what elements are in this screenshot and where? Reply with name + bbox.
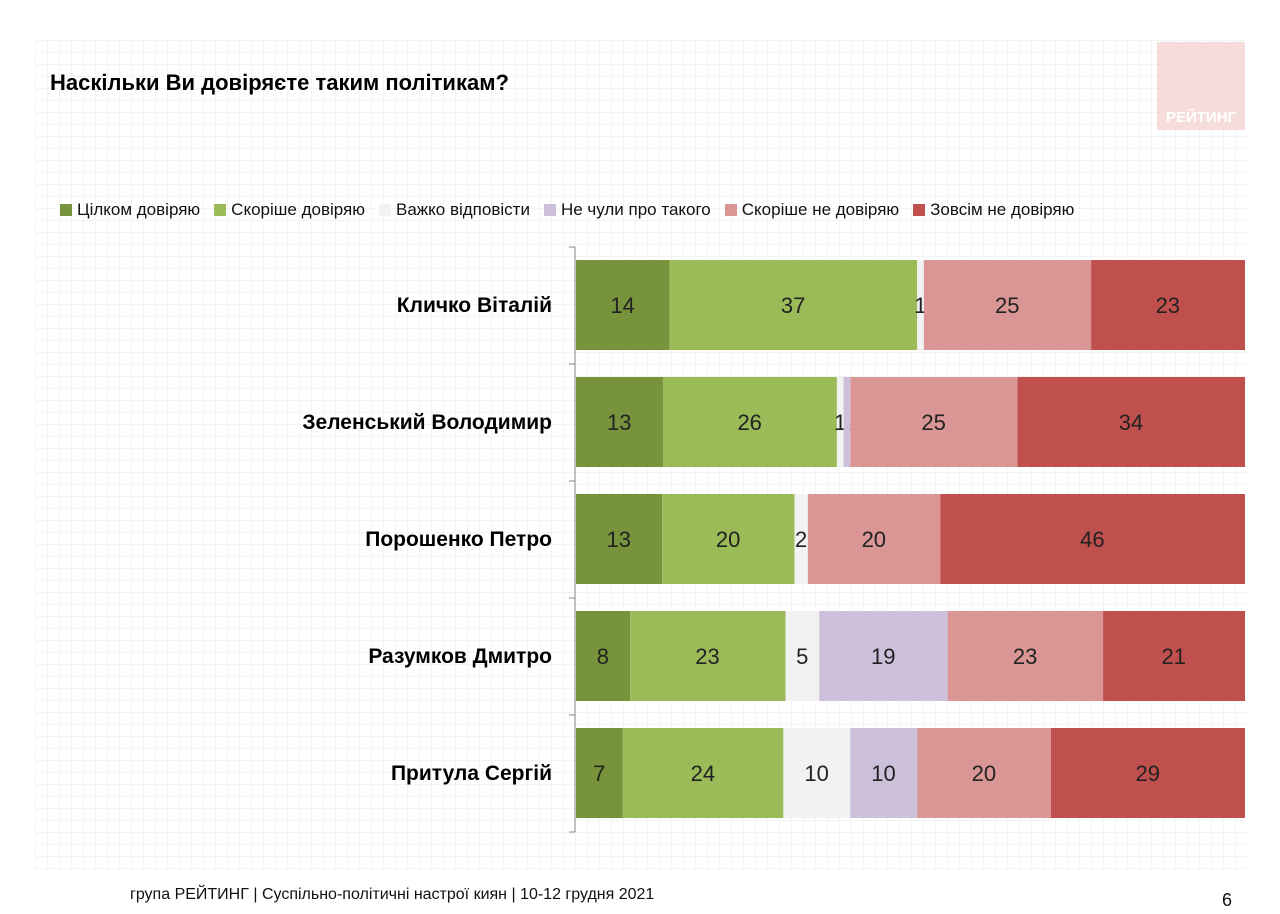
- legend-swatch: [913, 204, 926, 216]
- category-label: Порошенко Петро: [365, 528, 552, 551]
- data-label: 20: [972, 761, 996, 786]
- bar-segment: [783, 728, 851, 818]
- category-label: Разумков Дмитро: [368, 645, 552, 668]
- data-label: 19: [871, 644, 895, 669]
- category-label: Кличко Віталій: [397, 294, 552, 317]
- bar-segment: [630, 611, 786, 701]
- data-label: 24: [691, 761, 715, 786]
- logo-text: РЕЙТИНГ: [1165, 109, 1237, 126]
- bar-segment: [576, 494, 663, 584]
- data-label: 23: [695, 644, 719, 669]
- legend-item: Скоріше довіряю: [214, 200, 365, 220]
- data-label: 10: [871, 761, 895, 786]
- data-label: 1: [834, 410, 846, 435]
- legend-item: Важко відповісти: [378, 200, 530, 220]
- bar-segment: [850, 728, 918, 818]
- footer: група РЕЙТИНГ | Суспільно-політичні наст…: [130, 886, 655, 903]
- bar-segment: [1017, 377, 1245, 467]
- legend-swatch: [543, 204, 556, 216]
- chart-title: Наскільки Ви довіряєте таким політикам?: [50, 70, 509, 95]
- bar-segment: [843, 377, 851, 467]
- bar-segment: [794, 494, 808, 584]
- bar-segment: [576, 377, 663, 467]
- bar-segment: [947, 611, 1104, 701]
- data-label: 21: [1162, 644, 1186, 669]
- legend-swatch: [60, 204, 72, 216]
- data-label: 25: [921, 410, 945, 435]
- rating-logo: РЕЙТИНГ: [1157, 42, 1245, 130]
- data-label: 29: [1135, 761, 1159, 786]
- page-number: 6: [1222, 890, 1233, 910]
- data-label: 14: [610, 293, 634, 318]
- bar-segment: [576, 728, 623, 818]
- category-label: Зеленський Володимир: [302, 411, 552, 434]
- bar-segment: [1091, 260, 1245, 350]
- data-label: 8: [597, 644, 609, 669]
- legend-label: Скоріше не довіряю: [741, 200, 900, 219]
- data-label: 20: [716, 527, 740, 552]
- legend-item: Скоріше не довіряю: [724, 200, 900, 220]
- data-label: 1: [914, 293, 926, 318]
- bar-segment: [850, 377, 1018, 467]
- bar-segment: [662, 494, 795, 584]
- legend-item: Цілком довіряю: [60, 200, 200, 220]
- bar-segment: [1050, 728, 1245, 818]
- legend-swatch: [378, 204, 391, 216]
- bar-segment: [576, 260, 670, 350]
- data-label: 34: [1119, 410, 1143, 435]
- bar-segment: [836, 377, 844, 467]
- category-label: Притула Сергій: [391, 762, 552, 785]
- bar-segment: [819, 611, 948, 701]
- legend-label: Зовсім не довіряю: [930, 200, 1075, 219]
- legend-item: Зовсім не довіряю: [913, 200, 1074, 220]
- bar-segment: [662, 377, 837, 467]
- data-label: 13: [607, 527, 631, 552]
- legend-swatch: [214, 204, 227, 216]
- data-label: 10: [804, 761, 828, 786]
- bar-segment: [669, 260, 918, 350]
- bar-segment: [1103, 611, 1245, 701]
- data-label: 23: [1156, 293, 1180, 318]
- data-label: 23: [1013, 644, 1037, 669]
- bar-segment: [923, 260, 1092, 350]
- legend-label: Важко відповісти: [395, 200, 530, 219]
- bar-segment: [622, 728, 784, 818]
- data-label: 46: [1080, 527, 1104, 552]
- data-label: 7: [593, 761, 605, 786]
- legend-label: Не чули про такого: [560, 200, 711, 219]
- bar-segment: [785, 611, 820, 701]
- data-label: 26: [737, 410, 761, 435]
- data-label: 25: [995, 293, 1019, 318]
- data-label: 13: [607, 410, 631, 435]
- bar-segment: [917, 260, 924, 350]
- data-label: 5: [796, 644, 808, 669]
- bar-segment: [576, 611, 631, 701]
- legend: Цілком довіряю Скоріше довіряю Важко відпо…: [60, 200, 1074, 220]
- legend-label: Цілком довіряю: [77, 200, 201, 219]
- bar-segment: [940, 494, 1245, 584]
- bar-segment: [807, 494, 941, 584]
- legend-swatch: [724, 204, 737, 216]
- bar-segment: [917, 728, 1051, 818]
- data-label: 20: [862, 527, 886, 552]
- legend-item: Не чули про такого: [543, 200, 711, 220]
- data-label: 2: [795, 527, 807, 552]
- data-label: 37: [781, 293, 805, 318]
- legend-label: Скоріше довіряю: [231, 200, 365, 219]
